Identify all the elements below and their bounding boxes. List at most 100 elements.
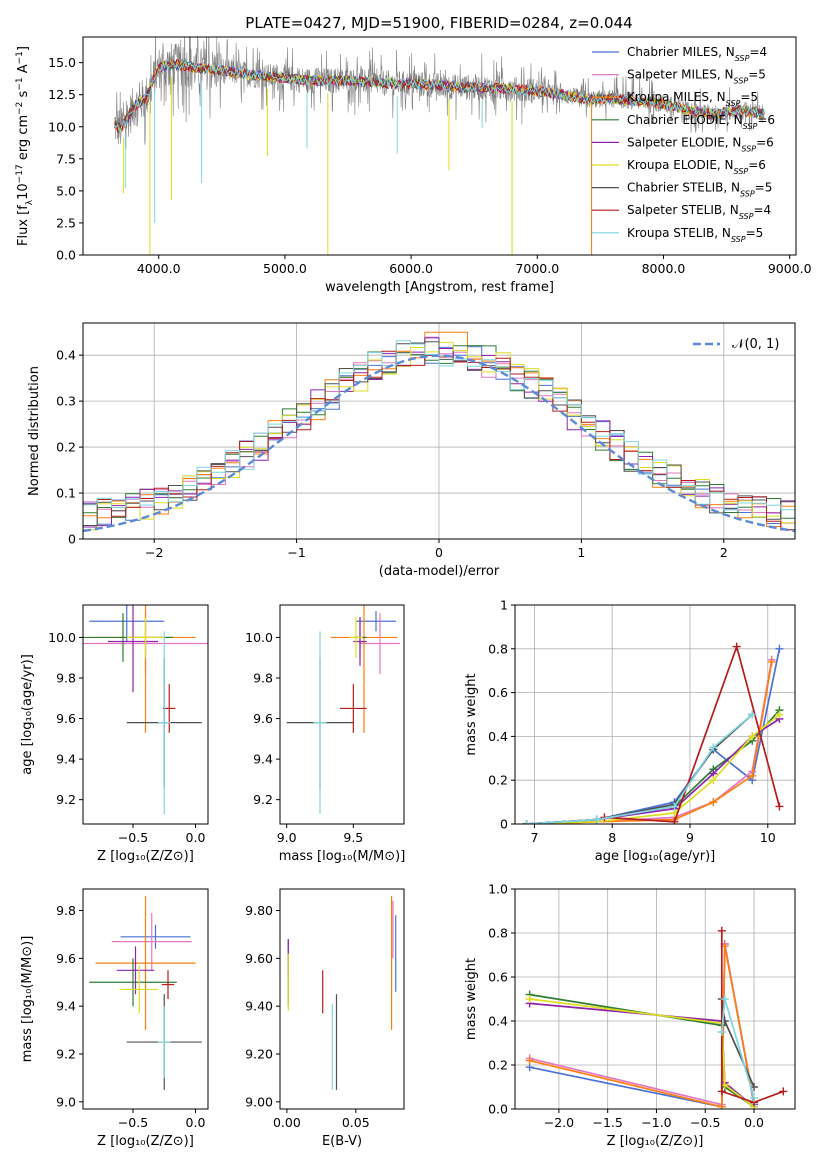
weight-line-5 xyxy=(526,713,780,824)
legend-label-7: Salpeter STELIB, NSSP=4 xyxy=(627,203,771,221)
y-tick-label: 9.6 xyxy=(253,711,273,726)
y-tick-label: 1.0 xyxy=(488,882,508,897)
x-tick-label: 2 xyxy=(720,545,728,560)
x-axis-label: Z [log₁₀(Z/Z⊙)] xyxy=(97,849,194,864)
legend-label-3: Chabrier ELODIE, NSSP=6 xyxy=(627,113,775,131)
normal-reference-curve xyxy=(83,354,795,533)
plot-area xyxy=(522,642,784,824)
x-tick-label: 9.0 xyxy=(277,830,297,845)
x-tick-label: 0.0 xyxy=(186,1115,206,1130)
y-tick-label: 0.3 xyxy=(56,394,76,409)
y-tick-label: 10.0 xyxy=(245,630,273,645)
y-tick-label: 9.2 xyxy=(253,792,273,807)
x-tick-label: 7 xyxy=(530,830,538,845)
y-tick-label: 0.8 xyxy=(488,641,508,656)
y-tick-label: 5.0 xyxy=(56,183,76,198)
weight-marker xyxy=(720,995,729,1003)
y-tick-label: 10.0 xyxy=(48,630,76,645)
y-tick-label: 9.4 xyxy=(56,999,76,1014)
x-tick-label: 0 xyxy=(435,545,443,560)
plot-area xyxy=(114,37,765,255)
y-tick-label: 0.0 xyxy=(56,248,76,263)
axes-frame xyxy=(82,604,209,825)
x-tick-label: −1 xyxy=(287,545,305,560)
y-tick-label: 12.5 xyxy=(48,87,76,102)
y-tick-label: 9.40 xyxy=(245,999,273,1014)
y-tick-label: 9.2 xyxy=(56,1047,76,1062)
y-tick-label: 9.6 xyxy=(56,951,76,966)
y-axis-label: Normed distribution xyxy=(27,366,42,496)
axes-spectrum: 4000.0 5000.0 6000.0 7000.0 8000.0 9000.0 0.0 2… xyxy=(15,36,812,295)
x-tick-label: −0.5 xyxy=(118,830,148,845)
weight-marker xyxy=(767,657,776,666)
y-tick-label: 9.80 xyxy=(245,903,273,918)
y-tick-label: 10.0 xyxy=(48,119,76,134)
plot-area xyxy=(525,926,788,1109)
weight-marker xyxy=(709,743,718,752)
axes-frame xyxy=(279,888,405,1110)
y-tick-label: 1 xyxy=(500,598,508,613)
y-axis-label: mass [log₁₀(M/M⊙)] xyxy=(20,936,35,1063)
weight-marker xyxy=(709,776,718,785)
x-tick-label: 0.0 xyxy=(186,830,206,845)
y-axis-label: mass weight xyxy=(464,673,479,755)
x-tick-label: 8 xyxy=(608,830,616,845)
y-tick-label: 0.2 xyxy=(488,773,508,788)
y-tick-label: 0.6 xyxy=(488,970,508,985)
histogram-8 xyxy=(83,340,795,511)
y-tick-label: 0.8 xyxy=(488,926,508,941)
axes-frame xyxy=(514,888,796,1110)
weight-line-5 xyxy=(529,998,755,1108)
y-tick-label: 9.4 xyxy=(56,752,76,767)
x-tick-label: 9 xyxy=(686,830,694,845)
weight-marker xyxy=(717,1087,726,1096)
y-tick-label: 2.5 xyxy=(56,215,76,230)
y-tick-label: 9.6 xyxy=(56,711,76,726)
x-tick-label: −2.0 xyxy=(544,1115,574,1130)
x-tick-label: 8000.0 xyxy=(642,261,686,276)
weight-marker xyxy=(717,926,726,935)
x-axis-label: (data-model)/error xyxy=(379,564,500,579)
x-tick-label: −1.5 xyxy=(593,1115,623,1130)
x-tick-label: 0.0 xyxy=(744,1115,764,1130)
y-tick-label: 15.0 xyxy=(48,55,76,70)
y-axis-label: Flux [fλ10−17 erg cm−2 s−1 A−1] xyxy=(15,46,35,246)
weight-marker xyxy=(748,732,757,741)
y-tick-label: 9.8 xyxy=(253,671,273,686)
x-tick-label: 10 xyxy=(760,830,776,845)
weight-line-7 xyxy=(720,930,784,1104)
y-tick-label: 9.20 xyxy=(245,1047,273,1062)
legend-label-4: Salpeter ELODIE, NSSP=6 xyxy=(627,135,774,153)
x-tick-label: 9.5 xyxy=(343,830,363,845)
x-tick-label: −1.0 xyxy=(641,1115,671,1130)
x-tick-label: 0.00 xyxy=(273,1115,301,1130)
data-spectrum xyxy=(114,37,765,150)
y-tick-label: 0.2 xyxy=(488,1058,508,1073)
weight-marker xyxy=(525,1056,534,1065)
legend-label-0: Chabrier MILES, NSSP=4 xyxy=(627,45,767,63)
y-tick-label: 0.2 xyxy=(56,440,76,455)
weight-marker xyxy=(717,1102,726,1109)
weight-marker xyxy=(732,642,741,651)
weight-marker xyxy=(775,802,784,811)
x-tick-label: −0.5 xyxy=(118,1115,148,1130)
weight-marker xyxy=(522,820,531,824)
axes-residuals: −2 −1 0 1 2 0 0.1 0.2 0.3 0.4 (data-model)/error No… xyxy=(27,322,796,579)
plot-area xyxy=(286,605,400,814)
axes-age_vs_Z: −0.5 0.0 9.2 9.4 9.6 9.8 10.0 Z [log₁₀(Z/Z⊙)] ag… xyxy=(20,604,209,864)
weight-marker xyxy=(748,771,757,780)
x-axis-label: wavelength [Angstrom, rest frame] xyxy=(325,280,554,295)
weight-marker xyxy=(750,1094,759,1102)
x-tick-label: −2 xyxy=(145,545,163,560)
weight-line-2 xyxy=(529,946,755,1108)
axes-frame xyxy=(82,888,209,1110)
y-tick-label: 0.1 xyxy=(56,486,76,501)
weight-line-7 xyxy=(604,643,781,823)
histogram-1 xyxy=(83,336,795,524)
y-tick-label: 9.0 xyxy=(56,1094,76,1109)
y-tick-label: 9.8 xyxy=(56,671,76,686)
legend-label-2: Kroupa MILES, NSSP=5 xyxy=(627,90,758,108)
axes-frame xyxy=(279,604,405,825)
histogram-6 xyxy=(83,341,795,526)
